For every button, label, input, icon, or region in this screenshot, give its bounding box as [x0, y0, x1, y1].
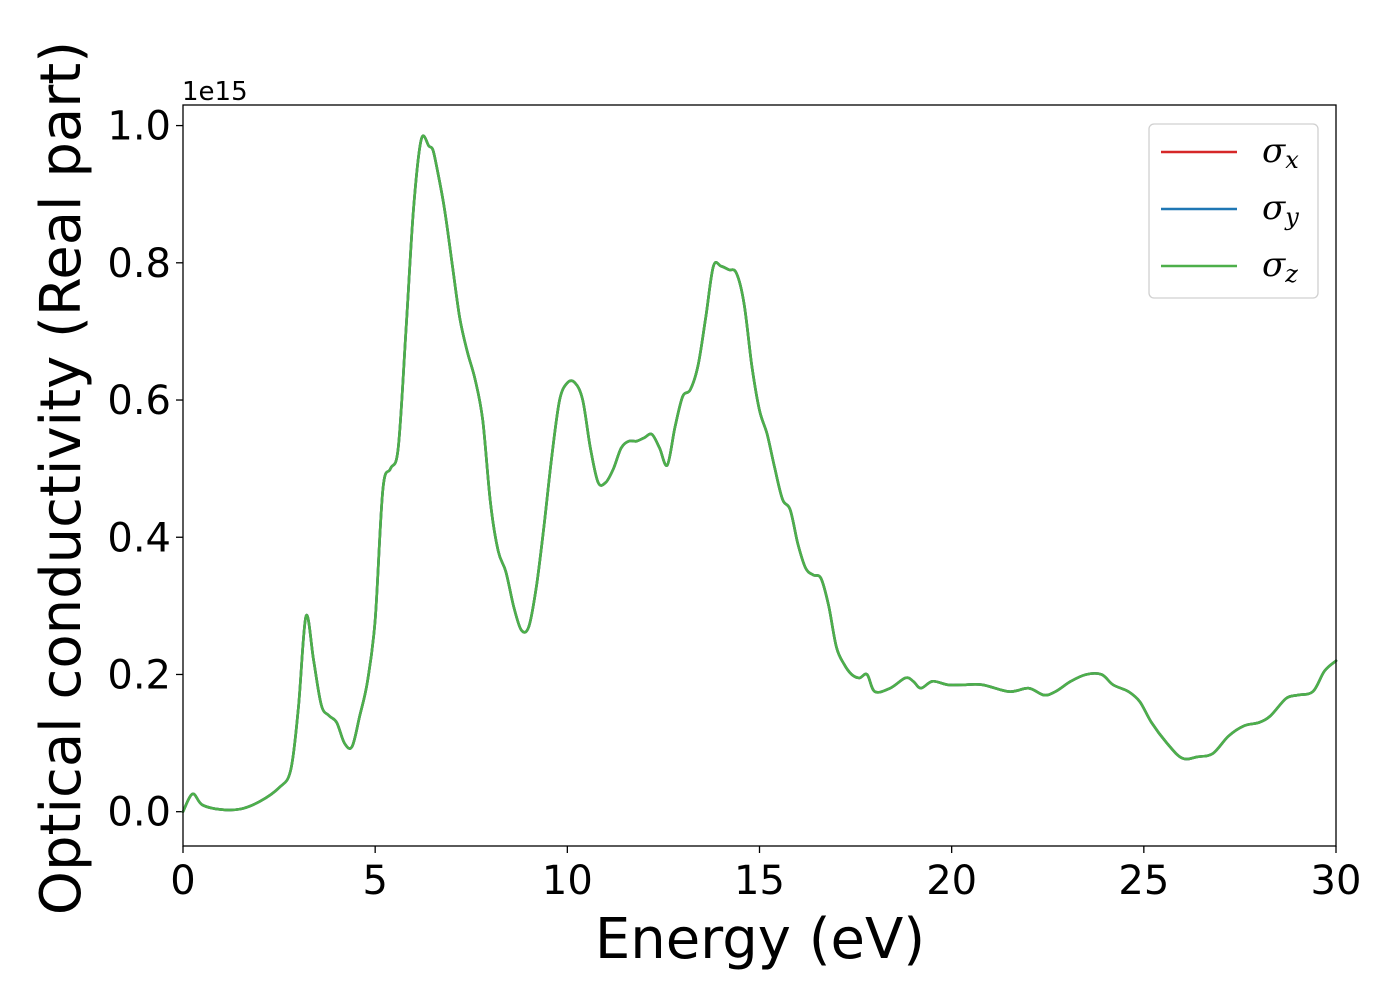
legend-label-1: σx: [1262, 131, 1299, 174]
legend-label-2: σy: [1262, 188, 1299, 231]
legend-label-3: σz: [1262, 245, 1298, 288]
x-tick-label: 10: [542, 858, 593, 904]
legend-frame: [1148, 123, 1319, 299]
y-axis-offset-label: 1e15: [182, 77, 248, 107]
series-lines: [181, 134, 1338, 813]
y-tick-label: 1.0: [107, 104, 171, 150]
y-tick-label: 0.2: [107, 652, 171, 698]
x-tick-label: 5: [362, 858, 387, 904]
y-axis-ticks: 0.0 0.2 0.4 0.6 0.8 1.0: [107, 104, 183, 836]
x-axis-ticks: 0 5 10 15 20 25 30: [170, 846, 1361, 904]
plot-area-frame: [182, 104, 1337, 847]
y-tick-label: 0.0: [107, 790, 171, 836]
y-tick-label: 0.4: [107, 515, 171, 561]
x-tick-label: 30: [1311, 858, 1362, 904]
x-tick-label: 15: [734, 858, 785, 904]
y-tick-label: 0.6: [107, 378, 171, 424]
y-tick-label: 0.8: [107, 241, 171, 287]
y-axis-label: Optical conductivity (Real part): [29, 41, 94, 915]
x-axis-label: Energy (eV): [595, 907, 925, 972]
x-tick-label: 25: [1118, 858, 1169, 904]
legend: σx σy σz: [1148, 123, 1319, 299]
x-tick-label: 20: [926, 858, 977, 904]
series-line-3: [181, 134, 1338, 813]
x-tick-label: 0: [170, 858, 195, 904]
